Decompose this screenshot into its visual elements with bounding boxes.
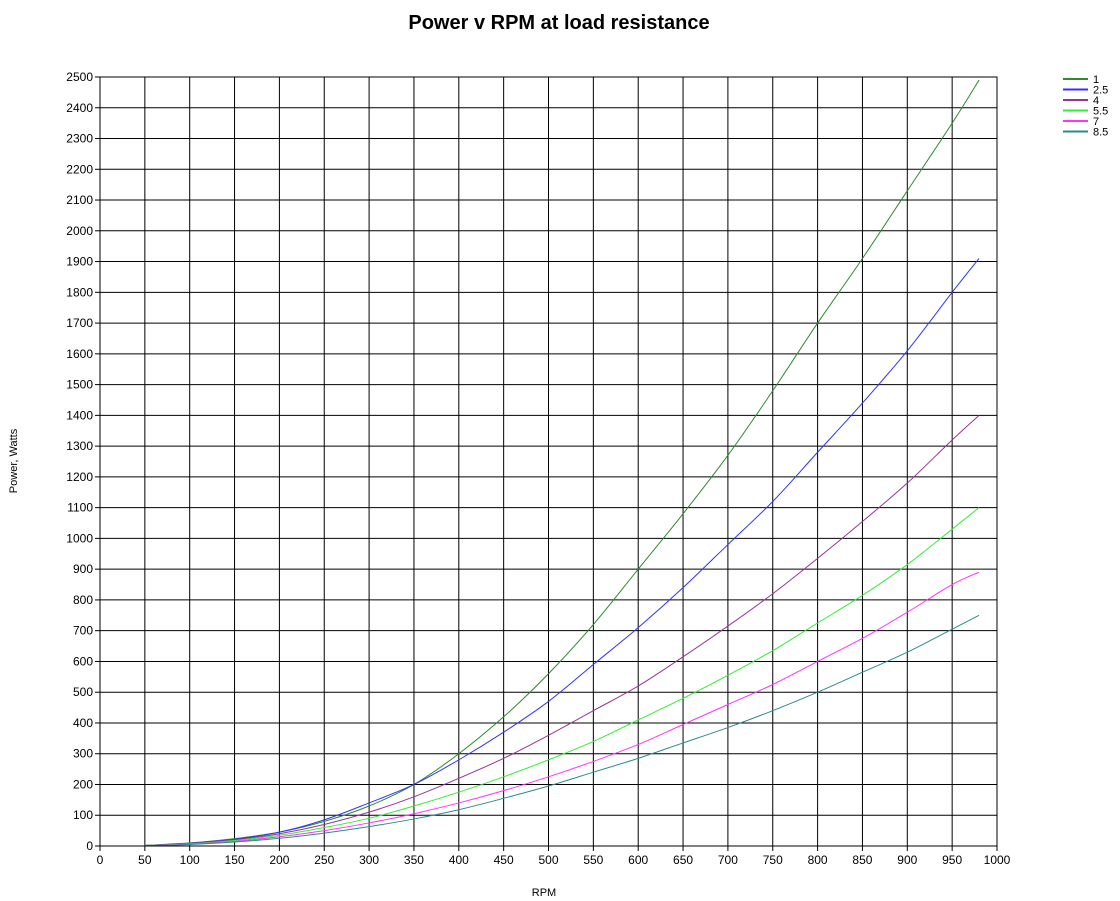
y-tick-label: 2400 xyxy=(66,101,93,115)
y-tick-label: 800 xyxy=(73,593,93,607)
y-tick-label: 1300 xyxy=(66,439,93,453)
y-tick-label: 500 xyxy=(73,685,93,699)
series-lines xyxy=(144,79,980,847)
y-tick-label: 1600 xyxy=(66,347,93,361)
y-tick-label: 2000 xyxy=(66,224,93,238)
x-tick-label: 0 xyxy=(97,853,104,867)
plot-area-frame xyxy=(99,76,998,847)
series-line-7 xyxy=(144,571,980,847)
y-tick-label: 1500 xyxy=(66,378,93,392)
y-tick-label: 100 xyxy=(73,808,93,822)
x-tick-label: 650 xyxy=(673,853,693,867)
y-tick-label: 1100 xyxy=(67,501,93,515)
y-tick-label: 1400 xyxy=(66,408,93,422)
x-tick-label: 550 xyxy=(583,853,603,867)
x-tick-label: 50 xyxy=(138,853,152,867)
x-tick-label: 300 xyxy=(359,853,379,867)
x-tick-label: 500 xyxy=(538,853,558,867)
series-line-1 xyxy=(144,79,980,846)
series-line-2-5 xyxy=(144,258,980,846)
legend-label: 5.5 xyxy=(1093,106,1108,118)
y-tick-label: 1800 xyxy=(66,285,93,299)
y-tick-label: 1700 xyxy=(66,316,93,330)
y-tick-label: 0 xyxy=(86,839,93,853)
y-tick-label: 2300 xyxy=(66,132,93,146)
legend-label: 2.5 xyxy=(1093,85,1108,97)
legend: 12.545.578.5 xyxy=(1063,74,1108,139)
x-tick-label: 350 xyxy=(404,853,424,867)
x-tick-label: 600 xyxy=(628,853,648,867)
x-tick-label: 900 xyxy=(897,853,917,867)
series-line-4 xyxy=(144,414,980,846)
x-tick-label: 100 xyxy=(180,853,200,867)
gridlines xyxy=(99,76,998,847)
series-line-5-5 xyxy=(144,507,980,846)
x-tick-label: 400 xyxy=(449,853,469,867)
legend-label: 1 xyxy=(1093,74,1099,86)
x-tick-label: 850 xyxy=(852,853,872,867)
x-tick-label: 700 xyxy=(718,853,738,867)
x-tick-label: 150 xyxy=(225,853,245,867)
y-tick-label: 1900 xyxy=(66,255,93,269)
x-tick-label: 200 xyxy=(269,853,289,867)
legend-label: 4 xyxy=(1093,95,1099,107)
tick-labels: 0 50 100 150 200 250 300 350 400 450 500 550 600 650 7… xyxy=(66,70,1010,867)
legend-label: 7 xyxy=(1093,116,1099,128)
y-tick-label: 1000 xyxy=(66,531,93,545)
chart-title: Power v RPM at load resistance xyxy=(408,12,709,34)
x-axis-label: RPM xyxy=(532,887,556,899)
y-tick-label: 700 xyxy=(73,624,93,638)
y-tick-label: 200 xyxy=(73,777,93,791)
x-tick-label: 1000 xyxy=(984,853,1011,867)
y-tick-label: 2200 xyxy=(66,162,93,176)
x-tick-label: 250 xyxy=(314,853,334,867)
y-tick-label: 1200 xyxy=(66,470,93,484)
x-tick-label: 750 xyxy=(763,853,783,867)
y-tick-label: 2100 xyxy=(66,193,93,207)
y-tick-label: 400 xyxy=(73,716,93,730)
y-tick-label: 2500 xyxy=(66,70,93,84)
y-tick-label: 300 xyxy=(73,747,93,761)
legend-label: 8.5 xyxy=(1093,127,1108,139)
y-tick-label: 900 xyxy=(73,562,93,576)
y-axis-label: Power, Watts xyxy=(8,428,20,493)
series-line-8-5 xyxy=(144,614,980,847)
y-tick-label: 600 xyxy=(73,654,93,668)
x-tick-label: 950 xyxy=(942,853,962,867)
x-tick-label: 450 xyxy=(494,853,514,867)
x-tick-label: 800 xyxy=(808,853,828,867)
